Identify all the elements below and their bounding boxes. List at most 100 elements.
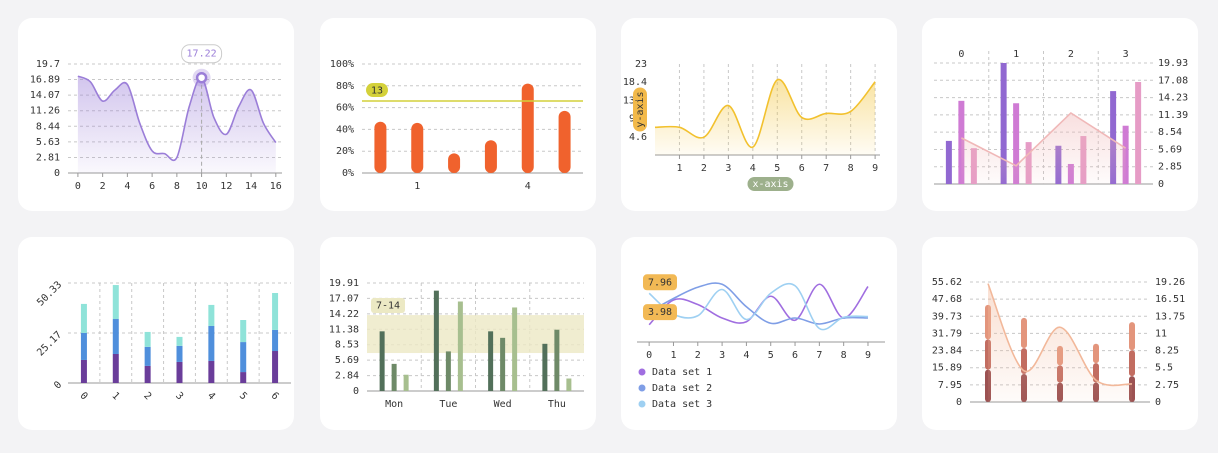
- y2-tick-label: 11: [1155, 328, 1167, 339]
- bar: [80, 332, 87, 360]
- y-tick-label: 0%: [342, 168, 354, 179]
- y-tick-label: 11.39: [1158, 110, 1188, 121]
- chart-card: 0 7.95 15.89 23.84 31.79 39.73 47.68 55.62 0 2.75…: [922, 237, 1198, 430]
- tooltip-label: 17.22: [187, 49, 217, 60]
- x-tick-label: 2: [695, 350, 701, 361]
- mark-point-label: 3.98: [648, 307, 672, 318]
- bar: [558, 110, 571, 173]
- x-tick-label: 10: [196, 181, 208, 192]
- y-tick-label: 7.95: [938, 380, 962, 391]
- x-tick-label: 4: [750, 163, 756, 174]
- x-tick-label: 5: [768, 350, 774, 361]
- bar: [144, 331, 151, 347]
- bar: [240, 342, 247, 373]
- y2-tick-label: 13.75: [1155, 311, 1185, 322]
- y-axis-name-bg: [633, 87, 647, 132]
- y2-tick-label: 2.75: [1155, 380, 1179, 391]
- x-tick-label: 2: [701, 163, 707, 174]
- mark-point-bg: [643, 274, 677, 291]
- x-axis-name-bg: [747, 177, 794, 191]
- y-tick-label: 31.79: [932, 328, 962, 339]
- x-tick-label: Thu: [548, 399, 566, 410]
- bar: [1021, 317, 1027, 349]
- x-tick-label: 1: [676, 163, 682, 174]
- bar: [457, 301, 463, 391]
- line: [961, 111, 1127, 167]
- chart: 0 2.84 5.69 8.53 11.38 14.22 17.07 19.91 Mon Tue W…: [329, 278, 584, 410]
- bar: [144, 365, 151, 383]
- x-tick-label: 4: [743, 350, 749, 361]
- bar: [112, 319, 119, 354]
- chart: 0 1 2 3 4 5 6 7 8 9 7.96 3.98 Data set 1 Data set 2 Da…: [637, 274, 885, 410]
- bar: [566, 378, 572, 391]
- chart: 0 7.95 15.89 23.84 31.79 39.73 47.68 55.62 0 2.75…: [932, 277, 1185, 408]
- bar: [448, 153, 461, 173]
- y-tick-label: 25.17: [35, 329, 64, 358]
- x-tick-label: 4: [124, 181, 130, 192]
- y2-tick-label: 8.25: [1155, 346, 1179, 357]
- y-tick-label: 0: [52, 379, 64, 391]
- chart-card: 0 2.85 5.69 8.54 11.39 14.23 17.08 19.93 0 1 2 3: [922, 18, 1198, 211]
- bar: [411, 122, 424, 173]
- area: [961, 112, 1126, 184]
- x-tick-label: 8: [848, 163, 854, 174]
- bar: [1129, 350, 1135, 377]
- bar: [1021, 348, 1027, 374]
- bar: [512, 307, 518, 391]
- bar: [521, 83, 534, 173]
- bar: [176, 336, 183, 346]
- bar: [374, 121, 387, 173]
- y-tick-label: 14.22: [329, 309, 359, 320]
- bar: [272, 351, 279, 383]
- bar: [272, 329, 279, 352]
- bar: [1129, 322, 1135, 351]
- bar: [80, 303, 87, 333]
- y-tick-label: 60%: [336, 103, 354, 114]
- x-tick-label: 7: [823, 163, 829, 174]
- y-tick-label: 23.84: [932, 346, 962, 357]
- x-tick-label: 3: [1123, 49, 1129, 60]
- y-tick-label: 80%: [336, 81, 354, 92]
- bar: [542, 343, 548, 391]
- area: [77, 76, 276, 173]
- chart: 0% 20% 40% 60% 80% 100% 1 4 13: [330, 59, 583, 192]
- y-tick-label: 40%: [336, 124, 354, 135]
- bar: [240, 320, 247, 343]
- bar: [500, 337, 506, 391]
- y2-tick-label: 5.5: [1155, 363, 1173, 374]
- bar: [80, 359, 87, 383]
- y-tick-label: 2.81: [36, 152, 60, 163]
- y-tick-label: 2.85: [1158, 162, 1182, 173]
- mark-line-label: 13: [371, 86, 383, 97]
- y-tick-label: 14.07: [30, 90, 60, 101]
- x-tick-label: 12: [220, 181, 232, 192]
- line: [648, 283, 869, 326]
- x-tick-label: 14: [245, 181, 257, 192]
- bar: [240, 372, 247, 383]
- y-tick-label: 14.23: [1158, 93, 1188, 104]
- chart: 0 2.85 5.69 8.54 11.39 14.23 17.08 19.93 0 1 2 3: [934, 49, 1188, 190]
- chart-card: 0 2.81 5.63 8.44 11.26 14.07 16.89 19.7 0 2 4 6 8 10 1…: [18, 18, 294, 211]
- y-tick-label: 4.6: [629, 132, 647, 143]
- bar: [1013, 103, 1020, 184]
- x-tick-label: 0: [958, 49, 964, 60]
- area: [988, 283, 1132, 402]
- x-tick-label: 6: [792, 350, 798, 361]
- y-tick-label: 0: [54, 168, 60, 179]
- line: [648, 282, 869, 331]
- chart: 0 25.17 50.33 0 1 2 3 4 5 6: [35, 279, 291, 402]
- x-tick-label: 0: [646, 350, 652, 361]
- mark-area-label: 7-14: [376, 301, 400, 312]
- x-tick-label: 6: [269, 390, 281, 402]
- x-tick-label: 4: [525, 181, 531, 192]
- chart-card: 0 1 2 3 4 5 6 7 8 9 7.96 3.98 Data set 1 Data set 2 Da…: [621, 237, 897, 430]
- y2-tick-label: 0: [1155, 397, 1161, 408]
- y-tick-label: 50.33: [35, 279, 64, 308]
- x-tick-label: 8: [841, 350, 847, 361]
- bar: [144, 346, 151, 366]
- chart-card: 0% 20% 40% 60% 80% 100% 1 4 13: [320, 18, 596, 211]
- x-tick-label: 0: [75, 181, 81, 192]
